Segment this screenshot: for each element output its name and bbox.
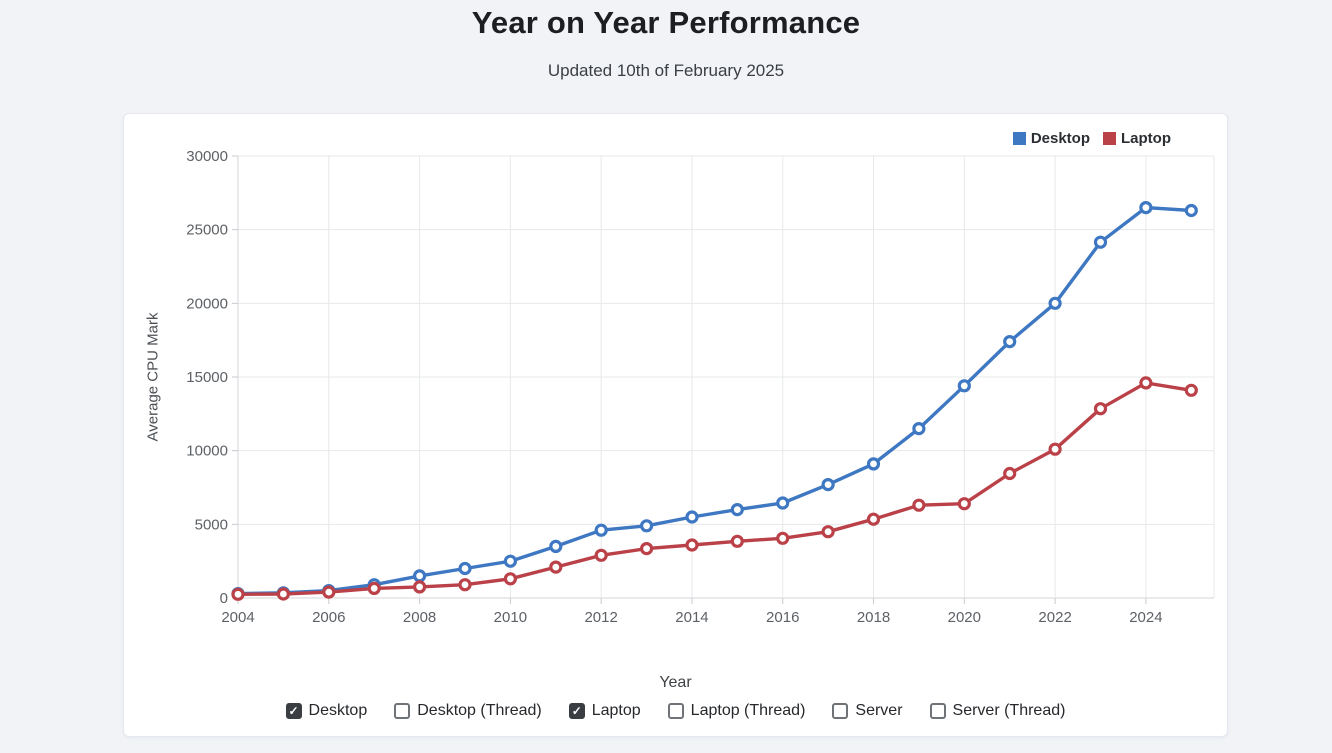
data-point-laptop-2015[interactable] (730, 534, 744, 548)
filter-laptop-thread[interactable]: Laptop (Thread) (667, 702, 806, 720)
chart-legend: Desktop Laptop (1012, 130, 1171, 147)
filter-desktop[interactable]: ✓ Desktop (285, 702, 368, 720)
series-filters: ✓ Desktop Desktop (Thread) ✓ Laptop Laptop (T… (124, 702, 1227, 720)
data-point-desktop-2015[interactable] (730, 503, 744, 517)
x-tick-label: 2014 (675, 609, 708, 626)
data-point-laptop-2021[interactable] (1003, 466, 1017, 481)
checkbox-desktop-thread-icon[interactable] (394, 703, 411, 719)
data-point-laptop-2023[interactable] (1093, 402, 1108, 416)
filter-label: Desktop (308, 702, 368, 719)
data-point-laptop-2006[interactable] (322, 585, 336, 599)
checkbox-server-icon[interactable] (832, 703, 849, 719)
data-point-laptop-2017[interactable] (821, 525, 835, 539)
data-point-laptop-2019[interactable] (912, 498, 926, 512)
checkbox-laptop-icon[interactable]: ✓ (568, 703, 585, 719)
data-point-desktop-2010[interactable] (503, 554, 517, 568)
y-tick-label: 0 (220, 590, 228, 607)
data-point-laptop-2009[interactable] (458, 578, 472, 592)
data-point-desktop-2021[interactable] (1003, 335, 1017, 349)
page-header: Year on Year Performance Updated 10th of… (0, 0, 1332, 81)
y-axis-title: Average CPU Mark (144, 312, 162, 442)
x-tick-label: 2012 (584, 609, 617, 626)
y-tick-label: 5000 (195, 516, 228, 533)
y-tick-label: 10000 (186, 443, 228, 460)
data-point-desktop-2011[interactable] (549, 539, 563, 553)
data-point-desktop-2009[interactable] (458, 561, 472, 576)
data-point-desktop-2017[interactable] (821, 478, 835, 492)
checkbox-server-thread-icon[interactable] (929, 703, 946, 719)
data-point-desktop-2025[interactable] (1184, 203, 1198, 218)
data-point-laptop-2004[interactable] (231, 587, 245, 601)
data-point-desktop-2022[interactable] (1048, 296, 1062, 310)
filter-desktop-thread[interactable]: Desktop (Thread) (394, 702, 542, 720)
series-line-laptop (237, 381, 1192, 596)
x-tick-label: 2018 (857, 609, 890, 626)
x-tick-label: 2006 (312, 609, 345, 626)
x-tick-label: 2004 (221, 609, 254, 626)
data-point-desktop-2019[interactable] (912, 422, 926, 436)
data-point-laptop-2008[interactable] (413, 580, 427, 594)
data-point-desktop-2024[interactable] (1139, 200, 1153, 215)
filter-laptop[interactable]: ✓ Laptop (568, 702, 641, 720)
x-tick-label: 2020 (948, 609, 981, 626)
filter-label: Server (855, 702, 903, 719)
data-point-laptop-2005[interactable] (276, 587, 290, 601)
y-tick-label: 20000 (186, 295, 228, 312)
y-tick-label: 25000 (186, 222, 228, 239)
data-point-laptop-2007[interactable] (367, 581, 381, 595)
data-point-desktop-2012[interactable] (594, 523, 608, 537)
line-chart: 0 5000 10000 15000 20000 25000 30000 2004 2006 20… (186, 148, 1215, 626)
filter-label: Laptop (591, 702, 641, 719)
legend-item-desktop[interactable]: Desktop (1012, 130, 1090, 147)
checkbox-laptop-thread-icon[interactable] (667, 703, 684, 719)
chart-card: 0 5000 10000 15000 20000 25000 30000 2004 2006 20… (123, 113, 1228, 737)
data-point-laptop-2013[interactable] (639, 542, 654, 556)
data-point-laptop-2020[interactable] (957, 497, 971, 511)
data-point-desktop-2020[interactable] (957, 379, 971, 393)
y-tick-label: 15000 (186, 369, 228, 386)
data-point-desktop-2013[interactable] (639, 519, 654, 533)
data-point-desktop-2016[interactable] (776, 496, 790, 510)
checkbox-desktop-icon[interactable]: ✓ (285, 703, 302, 719)
data-point-laptop-2014[interactable] (685, 538, 699, 552)
data-point-desktop-2018[interactable] (866, 457, 881, 471)
x-tick-label: 2016 (766, 609, 799, 626)
data-point-laptop-2022[interactable] (1048, 442, 1062, 456)
legend-swatch-icon (1012, 132, 1026, 145)
y-tick-label: 30000 (186, 148, 228, 165)
page-title: Year on Year Performance (471, 5, 861, 40)
data-point-desktop-2023[interactable] (1093, 235, 1108, 249)
legend-swatch-icon (1103, 132, 1116, 145)
legend-label: Desktop (1030, 130, 1090, 147)
filter-label: Desktop (Thread) (417, 702, 542, 719)
data-point-laptop-2024[interactable] (1139, 376, 1153, 390)
data-point-desktop-2014[interactable] (685, 510, 699, 524)
filter-label: Server (Thread) (952, 702, 1066, 719)
x-tick-label: 2022 (1038, 609, 1071, 626)
x-axis-title: Year (659, 674, 692, 691)
legend-label: Laptop (1121, 130, 1171, 147)
page-subtitle: Updated 10th of February 2025 (547, 61, 785, 80)
data-point-laptop-2018[interactable] (866, 512, 881, 526)
data-point-laptop-2011[interactable] (549, 560, 563, 574)
data-point-laptop-2010[interactable] (503, 572, 517, 586)
x-tick-label: 2024 (1129, 609, 1162, 626)
x-tick-label: 2010 (494, 609, 527, 626)
series-line-desktop (237, 205, 1192, 596)
data-point-desktop-2008[interactable] (413, 569, 427, 583)
legend-item-laptop[interactable]: Laptop (1103, 130, 1171, 147)
filter-server[interactable]: Server (832, 702, 903, 720)
x-tick-label: 2008 (403, 609, 436, 626)
data-point-laptop-2025[interactable] (1184, 383, 1198, 397)
data-point-laptop-2012[interactable] (594, 548, 608, 562)
filter-label: Laptop (Thread) (690, 702, 806, 719)
filter-server-thread[interactable]: Server (Thread) (929, 702, 1066, 720)
data-point-laptop-2016[interactable] (776, 531, 790, 545)
